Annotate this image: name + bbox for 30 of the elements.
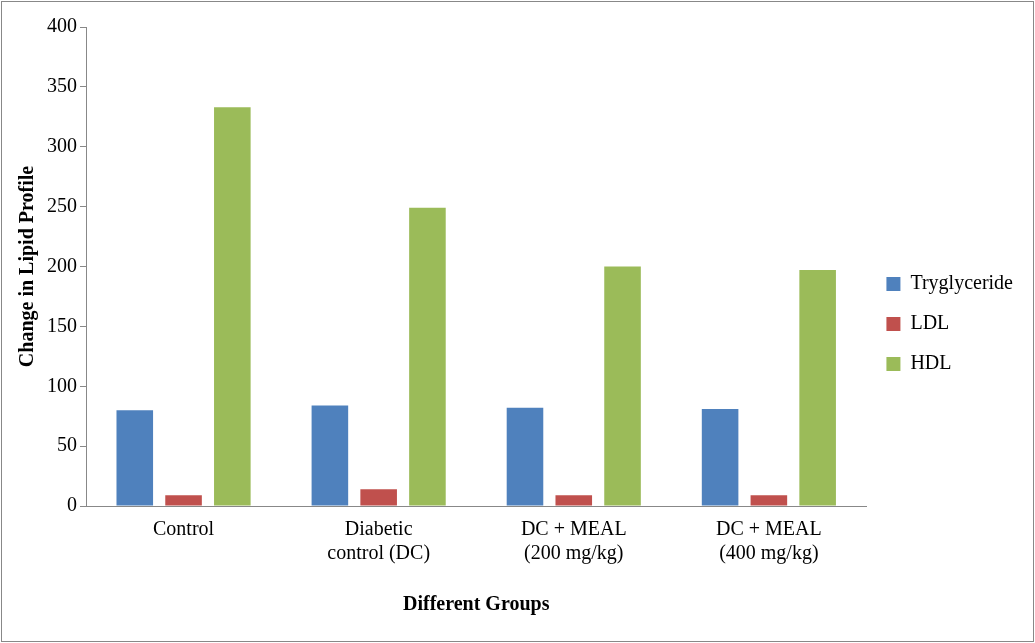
bar	[214, 107, 251, 506]
y-tick-label: 350	[47, 74, 77, 97]
y-tick-label: 100	[47, 373, 77, 396]
y-tick-label: 200	[47, 253, 77, 276]
bar	[555, 495, 593, 506]
x-tick-label: Diabetic control (DC)	[327, 517, 431, 565]
x-axis-title: Different Groups	[402, 592, 550, 616]
bar	[165, 495, 202, 506]
x-tick-label: Control	[152, 517, 215, 540]
legend-label: LDL	[910, 311, 950, 334]
x-tick-label: DC + MEAL (200 mg/kg)	[520, 517, 627, 565]
y-tick-label: 50	[57, 433, 77, 456]
legend-label: HDL	[910, 351, 952, 374]
y-tick-label: 250	[47, 193, 77, 216]
bar	[360, 489, 397, 506]
bar	[750, 495, 788, 506]
y-tick-label: 300	[47, 134, 77, 156]
bar	[604, 266, 641, 506]
bar	[799, 270, 836, 506]
bar	[409, 207, 446, 506]
x-tick-label: DC + MEAL (400 mg/kg)	[716, 517, 822, 565]
y-tick-label: 400	[47, 14, 77, 37]
bar	[701, 409, 739, 506]
bar	[311, 405, 349, 506]
legend-label: Tryglyceride	[910, 271, 1014, 295]
y-axis-title: Change in Lipid Profile	[15, 165, 39, 368]
y-tick-label: 150	[47, 313, 77, 336]
bar	[116, 410, 154, 506]
y-tick-label: 0	[67, 493, 77, 516]
bar	[506, 407, 544, 506]
